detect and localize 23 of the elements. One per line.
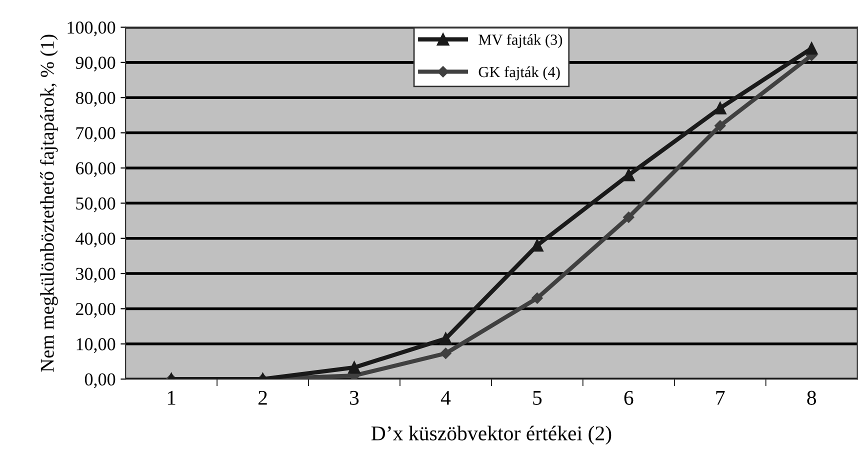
y-tick-label: 30,00 [76, 268, 116, 283]
x-axis-title: D’x küszöbvektor értékei (2) [371, 426, 612, 445]
x-tick-label: 5 [533, 391, 542, 405]
x-tick-label: 1 [168, 390, 176, 405]
x-tick-label: 8 [807, 390, 816, 405]
y-tick-label: 0,00 [84, 373, 116, 388]
y-tick-label: 10,00 [76, 338, 116, 353]
legend-label: GK fajták (4) [478, 66, 560, 80]
y-axis-title: Nem megkülönböztethető fajtapárok, % (1) [40, 34, 58, 372]
x-tick-label: 7 [716, 391, 725, 405]
x-tick-label: 4 [440, 390, 451, 405]
y-tick-label: 40,00 [76, 232, 116, 248]
y-tick-label: 50,00 [76, 197, 116, 212]
y-tick-label: 90,00 [76, 56, 116, 72]
y-tick-label: 60,00 [76, 162, 116, 178]
y-tick-label: 20,00 [76, 302, 116, 318]
y-tick-label: 100,00 [68, 21, 116, 36]
x-tick-label: 3 [350, 390, 359, 405]
x-tick-label: 6 [624, 390, 634, 405]
y-tick-label: 80,00 [76, 92, 116, 107]
legend-label: MV fajták (3) [478, 34, 562, 48]
y-tick-label: 70,00 [76, 127, 116, 142]
x-tick-label: 2 [258, 390, 267, 405]
